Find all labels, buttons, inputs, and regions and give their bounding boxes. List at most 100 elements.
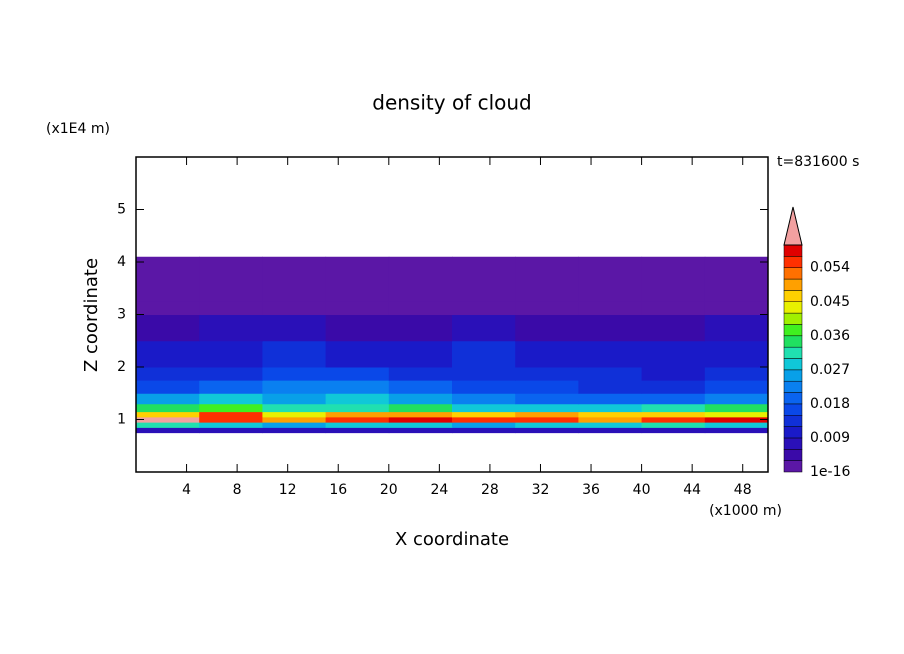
contour-cell [452, 393, 516, 405]
contour-cell [136, 340, 200, 368]
contour-cell [578, 416, 643, 423]
contour-cell [704, 422, 769, 428]
contour-cell [641, 422, 706, 428]
contour-cell [262, 256, 327, 302]
colorbar-swatch [783, 301, 803, 314]
contour-cell [704, 301, 769, 315]
contour-cell [136, 314, 200, 342]
colorbar-swatch [783, 256, 803, 268]
x-unit: (x1000 m) [709, 503, 782, 519]
contour-cell [388, 314, 453, 342]
contour-cell [452, 367, 516, 381]
contour-cell [704, 403, 769, 413]
contour-cell [388, 340, 453, 368]
contour-cell [325, 367, 390, 381]
contour-cell [641, 256, 706, 302]
contour-cell [452, 422, 516, 428]
contour-cell [136, 416, 200, 423]
contour-cell [262, 314, 327, 342]
contour-cell [199, 403, 263, 413]
contour-cell [199, 314, 263, 342]
contour-cell [325, 393, 390, 405]
x-tick-label: 48 [734, 482, 752, 498]
contour-cell [136, 256, 200, 302]
x-tick-label: 8 [233, 482, 242, 498]
contour-cell [325, 314, 390, 342]
contour-cell [578, 301, 643, 315]
colorbar-swatch [783, 415, 803, 427]
y-tick-label: 4 [117, 254, 126, 270]
y-axis-label: Z coordinate [81, 258, 102, 372]
contour-cell [515, 393, 579, 405]
contour-cell [388, 393, 453, 405]
contour-cell [388, 256, 453, 302]
contour-cell [262, 427, 327, 434]
contour-cell [578, 340, 643, 368]
contour-cell [641, 340, 706, 368]
contour-cell [452, 301, 516, 315]
contour-cell [199, 380, 263, 394]
contour-cell [515, 411, 579, 418]
colorbar-tick-label: 0.054 [810, 260, 850, 276]
contour-cell [578, 393, 643, 405]
contour-cell [325, 340, 390, 368]
contour-cell [325, 427, 390, 434]
contour-cell [136, 411, 200, 418]
contour-cell [515, 416, 579, 423]
y-tick-label: 2 [117, 359, 126, 375]
contour-cell [641, 380, 706, 394]
contour-cell [136, 422, 200, 428]
x-tick-label: 16 [329, 482, 347, 498]
x-tick-label: 20 [380, 482, 398, 498]
x-tick-label: 40 [633, 482, 651, 498]
contour-cell [452, 416, 516, 423]
contour-cell [388, 422, 453, 428]
contour-cell [262, 340, 327, 368]
y-unit: (x1E4 m) [46, 121, 110, 137]
contour-cell [136, 403, 200, 413]
contour-cell [641, 403, 706, 413]
contour-cell [388, 380, 453, 394]
contour-cell [515, 403, 579, 413]
contour-cell [641, 416, 706, 423]
contour-cell [704, 367, 769, 381]
y-tick-label: 1 [117, 412, 126, 428]
contour-cell [325, 403, 390, 413]
contour-cell [704, 411, 769, 418]
contour-cell [578, 380, 643, 394]
contour-cell [136, 301, 200, 315]
contour-cell [704, 380, 769, 394]
colorbar-swatch [783, 346, 803, 359]
colorbar-swatch [783, 324, 803, 337]
contour-cell [262, 367, 327, 381]
contour-cell [325, 416, 390, 423]
contour-cell [515, 380, 579, 394]
y-tick-label: 3 [117, 307, 126, 323]
contour-cell [452, 380, 516, 394]
contour-cell [641, 411, 706, 418]
colorbar-swatch [783, 437, 803, 450]
chart-title: density of cloud [372, 91, 531, 115]
contour-cell [262, 393, 327, 405]
contour-cell [388, 411, 453, 418]
contour-cell [578, 367, 643, 381]
x-tick-label: 12 [279, 482, 297, 498]
contour-cell [388, 367, 453, 381]
y-tick-label: 5 [117, 202, 126, 218]
colorbar-swatch [783, 392, 803, 405]
contour-cell [262, 411, 327, 418]
contour-cell [199, 340, 263, 368]
contour-cell [704, 256, 769, 302]
contour-cell [452, 256, 516, 302]
contour-cell [199, 422, 263, 428]
colorbar-swatch [783, 290, 803, 302]
colorbar-swatch [783, 358, 803, 371]
contour-cell [136, 380, 200, 394]
x-axis-label: X coordinate [395, 529, 509, 550]
x-tick-label: 28 [481, 482, 499, 498]
contour-cell [578, 422, 643, 428]
contour-cell [262, 301, 327, 315]
contour-cell [199, 367, 263, 381]
contour-cell [325, 422, 390, 428]
